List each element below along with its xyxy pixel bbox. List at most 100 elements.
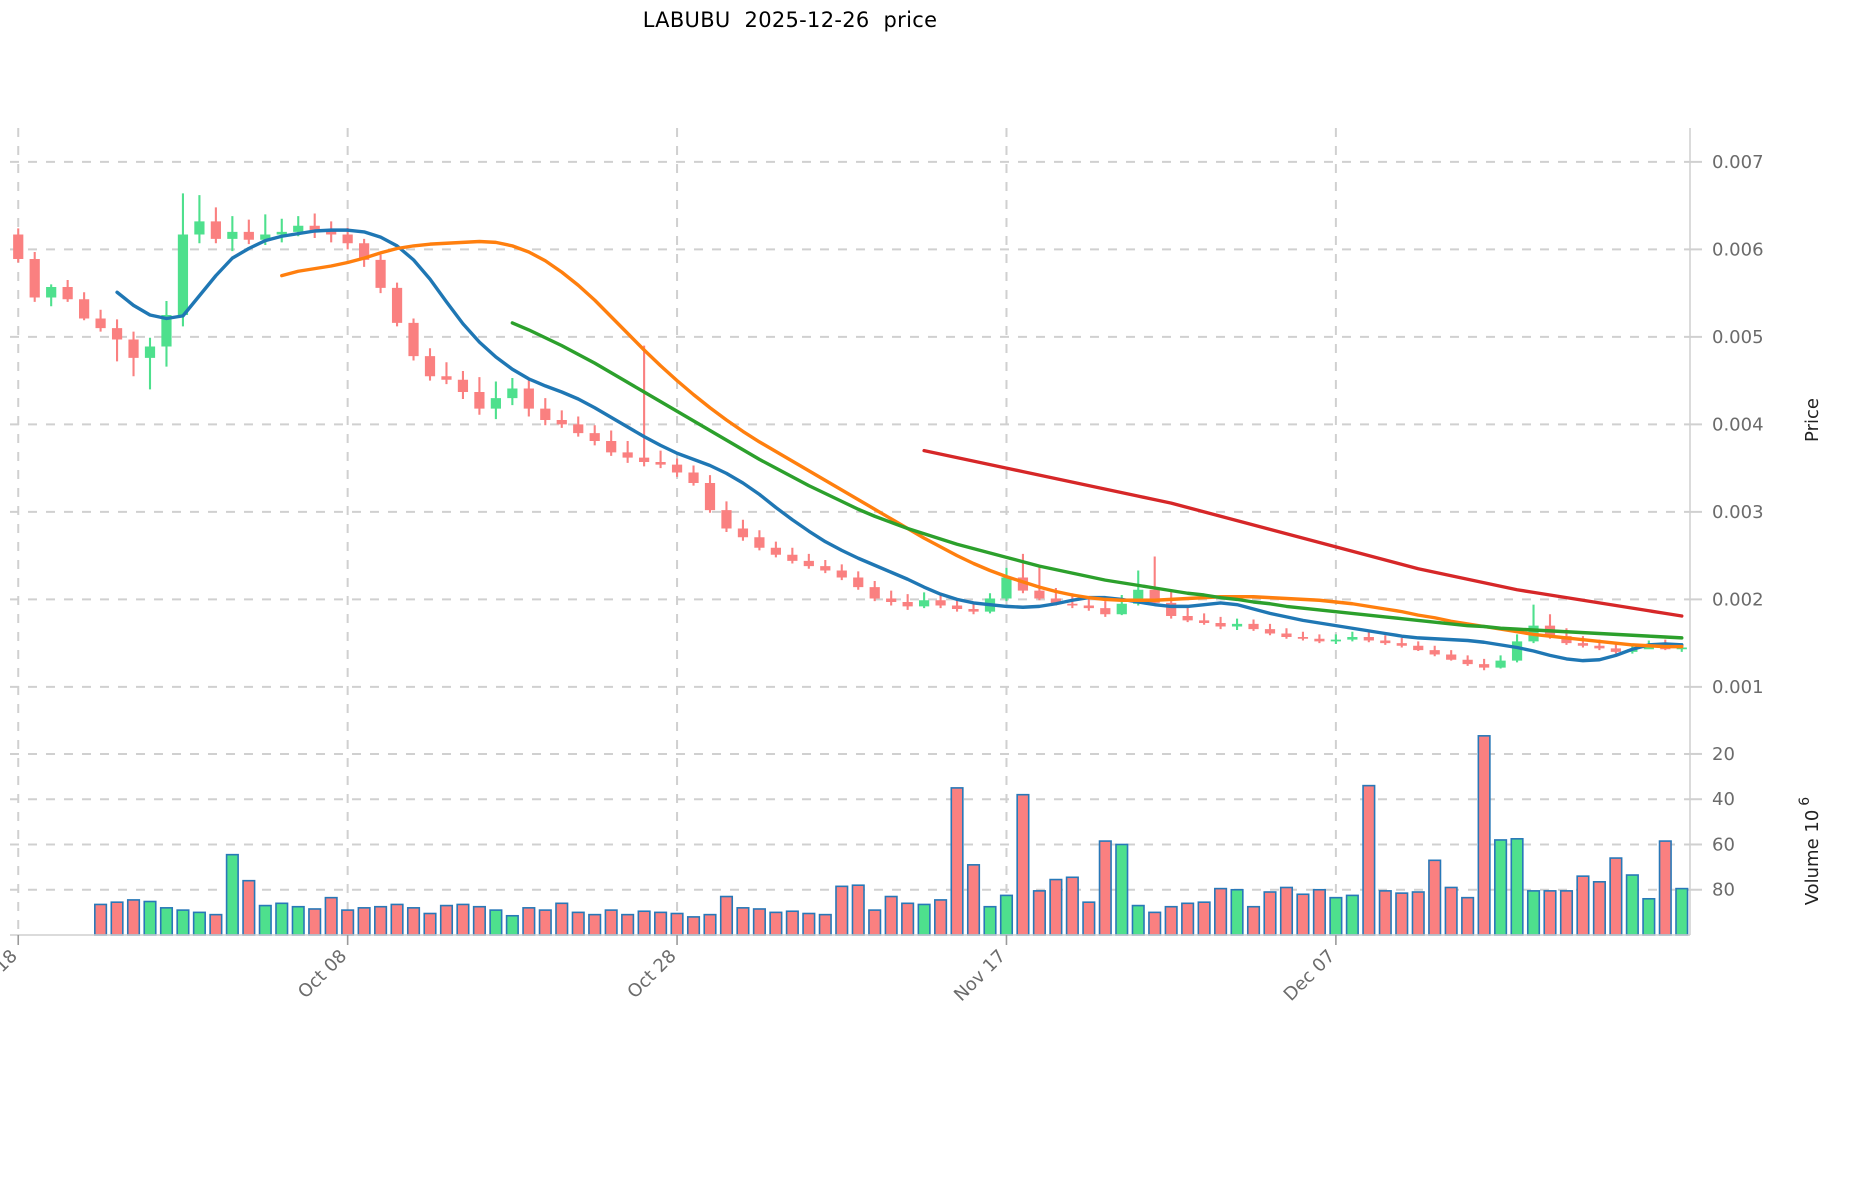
- volume-bar: [1477, 735, 1491, 936]
- candle-body: [1149, 589, 1160, 603]
- volume-bar: [637, 910, 651, 936]
- candle-body: [1182, 616, 1193, 621]
- volume-bar: [983, 905, 997, 936]
- volume-tick-label: 40: [1712, 789, 1735, 810]
- volume-bar: [917, 903, 931, 936]
- volume-bar: [835, 885, 849, 936]
- volume-bar: [1362, 784, 1376, 936]
- volume-bar: [143, 900, 157, 936]
- date-tick-label: Dec 07: [1280, 946, 1340, 1006]
- candle-body: [46, 287, 57, 298]
- candle-body: [902, 602, 913, 607]
- volume-bar: [1543, 890, 1557, 936]
- candle-body: [1199, 620, 1210, 623]
- candle-body: [1166, 602, 1177, 616]
- volume-bar: [736, 907, 750, 936]
- volume-bar: [1329, 896, 1343, 936]
- volume-bar: [209, 913, 223, 936]
- volume-tick-label: 80: [1712, 880, 1735, 901]
- volume-exponent-label: 6: [1797, 797, 1813, 806]
- candle-body: [1001, 577, 1012, 599]
- volume-bar: [966, 864, 981, 936]
- price-axis-label: Price: [1802, 398, 1823, 442]
- candle-body: [1363, 637, 1374, 641]
- candle-body: [474, 392, 485, 409]
- candle-body: [1396, 643, 1407, 646]
- volume-bar: [571, 911, 585, 936]
- candle-body: [177, 234, 189, 315]
- candle-body: [375, 259, 386, 288]
- volume-bar: [225, 853, 239, 936]
- candle-body: [1248, 623, 1259, 630]
- volume-bar: [950, 787, 964, 936]
- candle-body: [606, 441, 617, 453]
- volume-bar: [291, 905, 305, 936]
- volume-bar: [999, 894, 1014, 936]
- price-tick-label: 0.002: [1712, 589, 1764, 610]
- candle-body: [1479, 664, 1490, 668]
- volume-bar: [374, 905, 388, 936]
- candle-body: [968, 609, 979, 612]
- candle-body: [1067, 603, 1078, 606]
- candle-body: [309, 225, 320, 231]
- candle-body: [1610, 648, 1621, 652]
- date-tick-label: Oct 28: [623, 946, 680, 1003]
- date-tick-label: Nov 17: [950, 946, 1010, 1006]
- volume-bar: [308, 908, 322, 936]
- volume-bar: [126, 899, 141, 936]
- moving-average-line: [922, 448, 1684, 618]
- price-tick-label: 0.006: [1712, 239, 1764, 260]
- candle-body: [622, 452, 633, 458]
- volume-bar: [357, 907, 371, 936]
- candle-body: [770, 547, 781, 555]
- volume-bar: [818, 913, 832, 936]
- candle-body: [95, 318, 106, 329]
- volume-bar: [555, 902, 569, 936]
- candle-body: [1676, 647, 1687, 650]
- volume-bar: [192, 911, 206, 936]
- candle-body: [639, 457, 650, 462]
- date-tick-label: Sep 18: [0, 946, 22, 1005]
- volume-bar: [884, 895, 898, 936]
- candle-body: [260, 234, 271, 240]
- candle-body: [13, 234, 24, 259]
- candle-body: [1083, 605, 1094, 609]
- volume-bar: [1098, 840, 1112, 936]
- volume-bar: [621, 913, 635, 936]
- volume-bar: [472, 905, 486, 936]
- volume-bar: [1461, 896, 1475, 936]
- moving-average-line: [115, 228, 1684, 663]
- candle-body: [1314, 638, 1325, 642]
- volume-bar: [423, 912, 437, 936]
- candle-body: [573, 424, 584, 434]
- candle-body: [1462, 659, 1473, 665]
- volume-bar: [1115, 843, 1129, 936]
- candle-body: [523, 388, 534, 409]
- volume-bar: [934, 899, 948, 936]
- candle-body: [1281, 633, 1292, 637]
- candle-body: [935, 600, 946, 606]
- volume-bar: [686, 916, 701, 936]
- volume-bar: [1428, 859, 1442, 936]
- candle-body: [408, 322, 419, 357]
- volume-bar: [1296, 893, 1310, 936]
- candle-body: [1231, 623, 1243, 627]
- candle-body: [1034, 590, 1045, 599]
- candle-body: [869, 587, 880, 599]
- volume-bar: [176, 909, 190, 936]
- volume-bar: [1658, 840, 1672, 936]
- volume-bar: [1411, 891, 1425, 936]
- candle-body: [1446, 654, 1457, 660]
- candle-body: [227, 231, 238, 239]
- candle-body: [1413, 645, 1424, 651]
- date-tick-label: Oct 08: [294, 946, 351, 1003]
- candle-body: [1380, 640, 1391, 644]
- candle-body: [1264, 629, 1276, 634]
- volume-bar: [242, 879, 256, 936]
- volume-bar: [1609, 857, 1623, 936]
- candle-body: [836, 570, 847, 578]
- volume-bar: [654, 911, 668, 936]
- volume-bar: [785, 910, 799, 936]
